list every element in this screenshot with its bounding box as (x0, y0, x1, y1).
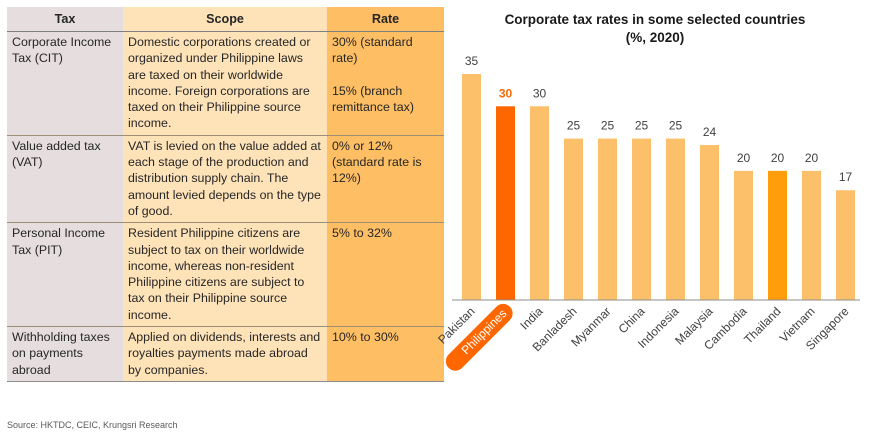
cell-rate: 30% (standard rate) 15% (branch remittan… (327, 31, 444, 136)
bar-vietnam (802, 170, 821, 300)
bar-thailand (768, 170, 787, 300)
bar-cambodia (734, 170, 753, 300)
cell-tax: Personal Income Tax (PIT) (7, 222, 123, 328)
data-label-vietnam: 20 (805, 151, 819, 165)
table-header-row: Tax Scope Rate (7, 7, 444, 32)
bar-philippines (496, 106, 515, 301)
bar-pakistan (462, 74, 481, 300)
source-note: Source: HKTDC, CEIC, Krungsri Research (7, 420, 178, 430)
data-label-india: 30 (533, 86, 547, 100)
header-scope: Scope (123, 7, 327, 32)
chart-subtitle: (%, 2020) (625, 30, 685, 45)
bar-myanmar (598, 138, 617, 300)
cell-scope: VAT is levied on the value added at each… (123, 135, 327, 224)
bar-banladesh (564, 138, 583, 300)
data-label-china: 25 (635, 119, 649, 133)
chart-title-main: Corporate tax rates in some selected cou… (504, 12, 806, 27)
header-rate: Rate (327, 7, 444, 32)
cell-rate: 10% to 30% (327, 326, 444, 382)
data-label-pakistan: 35 (465, 54, 479, 68)
table-row: Value added tax (VAT) VAT is levied on t… (7, 135, 444, 224)
cell-tax: Value added tax (VAT) (7, 135, 123, 224)
data-label-banladesh: 25 (567, 119, 581, 133)
data-label-myanmar: 25 (601, 119, 615, 133)
cell-tax: Corporate Income Tax (CIT) (7, 31, 123, 136)
tax-table: Tax Scope Rate Corporate Income Tax (CIT… (7, 7, 444, 382)
bar-chart: 35 30 30 25 25 25 25 24 20 20 20 17 PakistanPhilipp… (435, 54, 860, 371)
bars-group: 35 30 30 25 25 25 25 24 20 20 20 17 (462, 54, 855, 301)
cell-rate: 5% to 32% (327, 222, 444, 328)
bar-malaysia (700, 145, 719, 300)
bar-singapore (836, 190, 855, 300)
category-thailand: Thailand (741, 304, 783, 346)
bar-indonesia (666, 138, 685, 300)
cell-scope: Resident Philippine citizens are subject… (123, 222, 327, 328)
cell-scope: Applied on dividends, interests and roya… (123, 326, 327, 382)
data-label-malaysia: 24 (703, 125, 717, 139)
data-label-singapore: 17 (839, 170, 853, 184)
bar-china (632, 138, 651, 300)
table-row: Personal Income Tax (PIT) Resident Phili… (7, 222, 444, 328)
bar-india (530, 106, 549, 301)
data-label-thailand: 20 (771, 151, 785, 165)
tick-label-thailand: Thailand (741, 304, 783, 346)
data-label-philippines: 30 (499, 86, 513, 100)
table-row: Withholding taxes on payments abroad App… (7, 326, 444, 382)
highlight-pill (445, 303, 513, 371)
data-label-cambodia: 20 (737, 151, 751, 165)
cell-tax: Withholding taxes on payments abroad (7, 326, 123, 382)
cell-scope: Domestic corporations created or organiz… (123, 31, 327, 136)
chart-title: Corporate tax rates in some selected cou… (460, 11, 850, 47)
category-india: India (517, 304, 546, 333)
header-tax: Tax (7, 7, 123, 32)
cell-rate: 0% or 12% (standard rate is 12%) (327, 135, 444, 224)
data-label-indonesia: 25 (669, 119, 683, 133)
table-row: Corporate Income Tax (CIT) Domestic corp… (7, 31, 444, 136)
tick-label-china: China (616, 304, 648, 336)
tick-label-india: India (517, 304, 546, 333)
category-china: China (616, 304, 648, 336)
